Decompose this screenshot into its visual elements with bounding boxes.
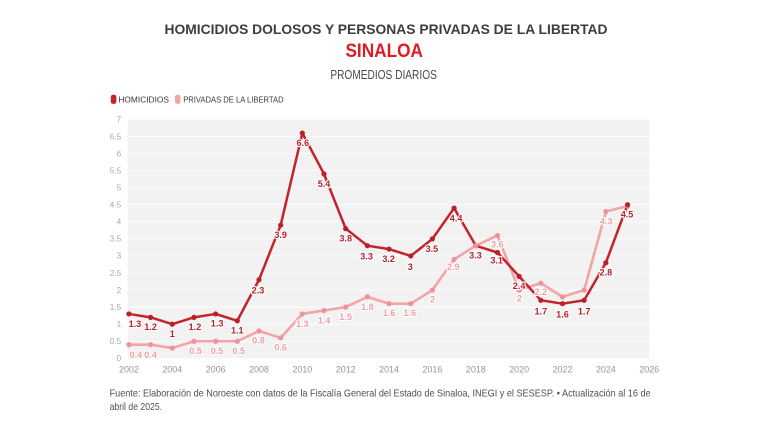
svg-text:3.6: 3.6 (491, 239, 504, 249)
svg-text:1.4: 1.4 (318, 316, 332, 326)
svg-text:0.8: 0.8 (252, 336, 265, 346)
svg-text:0.4: 0.4 (130, 350, 144, 360)
svg-text:2.2: 2.2 (534, 287, 547, 297)
svg-text:2.8: 2.8 (600, 268, 613, 278)
svg-text:3.1: 3.1 (490, 256, 503, 266)
svg-text:7: 7 (117, 115, 122, 124)
svg-text:2018: 2018 (466, 365, 486, 376)
svg-text:4.5: 4.5 (110, 201, 122, 210)
svg-text:6: 6 (117, 149, 122, 158)
svg-text:1.7: 1.7 (578, 306, 591, 316)
svg-text:0.4: 0.4 (144, 350, 158, 360)
svg-text:0.6: 0.6 (274, 343, 287, 353)
svg-text:3.2: 3.2 (382, 254, 395, 264)
svg-text:1.6: 1.6 (383, 308, 396, 318)
svg-text:3.5: 3.5 (426, 244, 439, 254)
svg-text:2022: 2022 (553, 365, 573, 376)
svg-text:1.6: 1.6 (556, 309, 569, 319)
svg-text:2004: 2004 (162, 365, 182, 376)
svg-text:2: 2 (430, 294, 435, 304)
svg-text:2008: 2008 (249, 365, 269, 376)
svg-text:0.5: 0.5 (211, 346, 224, 356)
svg-text:1.7: 1.7 (534, 306, 547, 316)
svg-text:1.1: 1.1 (231, 326, 244, 336)
svg-text:2026: 2026 (639, 365, 659, 376)
svg-text:2002: 2002 (119, 365, 139, 376)
svg-text:4.4: 4.4 (450, 213, 464, 223)
svg-text:1.3: 1.3 (129, 319, 142, 329)
svg-text:2024: 2024 (596, 365, 616, 376)
svg-text:1.8: 1.8 (361, 302, 374, 312)
svg-text:2020: 2020 (509, 365, 529, 376)
svg-text:3.3: 3.3 (360, 252, 373, 262)
svg-text:1.5: 1.5 (110, 303, 122, 312)
svg-text:1.5: 1.5 (339, 312, 352, 322)
svg-text:PROMEDIOS DIARIOS: PROMEDIOS DIARIOS (330, 67, 437, 82)
svg-text:3: 3 (408, 262, 413, 272)
svg-text:3.9: 3.9 (274, 230, 287, 240)
svg-text:3.8: 3.8 (339, 234, 352, 244)
svg-text:2016: 2016 (423, 365, 443, 376)
svg-text:6.6: 6.6 (297, 138, 310, 148)
svg-text:1: 1 (117, 320, 122, 329)
svg-text:5.5: 5.5 (110, 166, 122, 175)
svg-text:2.5: 2.5 (110, 269, 122, 278)
svg-text:2.3: 2.3 (252, 285, 265, 295)
svg-text:1.2: 1.2 (189, 322, 202, 332)
svg-text:5.4: 5.4 (318, 179, 332, 189)
svg-text:0: 0 (117, 354, 122, 363)
svg-text:4.3: 4.3 (600, 216, 613, 226)
svg-text:abril de 2025.: abril de 2025. (110, 402, 163, 413)
svg-text:2012: 2012 (336, 365, 356, 376)
svg-text:2010: 2010 (292, 365, 312, 376)
svg-text:1.6: 1.6 (404, 308, 417, 318)
svg-text:4: 4 (117, 218, 122, 227)
svg-text:4.5: 4.5 (621, 209, 634, 219)
svg-text:1: 1 (170, 329, 175, 339)
svg-text:3.5: 3.5 (110, 235, 122, 244)
svg-text:2: 2 (117, 286, 122, 295)
svg-text:HOMICIDIOS DOLOSOS Y PERSONAS: HOMICIDIOS DOLOSOS Y PERSONAS PRIVADAS D… (165, 21, 608, 37)
svg-text:3: 3 (117, 252, 122, 261)
svg-text:2006: 2006 (206, 365, 226, 376)
svg-text:PRIVADAS DE LA LIBERTAD: PRIVADAS DE LA LIBERTAD (183, 94, 283, 104)
svg-text:0.5: 0.5 (110, 337, 122, 346)
svg-text:6.5: 6.5 (110, 132, 122, 141)
svg-text:1.2: 1.2 (144, 322, 157, 332)
svg-text:Fuente: Elaboración de Noroest: Fuente: Elaboración de Noroeste con dato… (110, 389, 651, 400)
svg-text:2: 2 (517, 294, 522, 304)
svg-text:1.3: 1.3 (211, 319, 224, 329)
svg-text:2.4: 2.4 (513, 281, 527, 291)
svg-text:HOMICIDIOS: HOMICIDIOS (118, 94, 169, 104)
svg-text:5: 5 (117, 183, 122, 192)
svg-text:SINALOA: SINALOA (345, 40, 423, 62)
svg-text:1.3: 1.3 (296, 319, 309, 329)
svg-text:3.3: 3.3 (469, 250, 482, 260)
svg-text:2014: 2014 (379, 365, 399, 376)
svg-text:0.5: 0.5 (189, 346, 202, 356)
svg-text:2.9: 2.9 (447, 262, 460, 272)
svg-text:0.5: 0.5 (232, 346, 245, 356)
